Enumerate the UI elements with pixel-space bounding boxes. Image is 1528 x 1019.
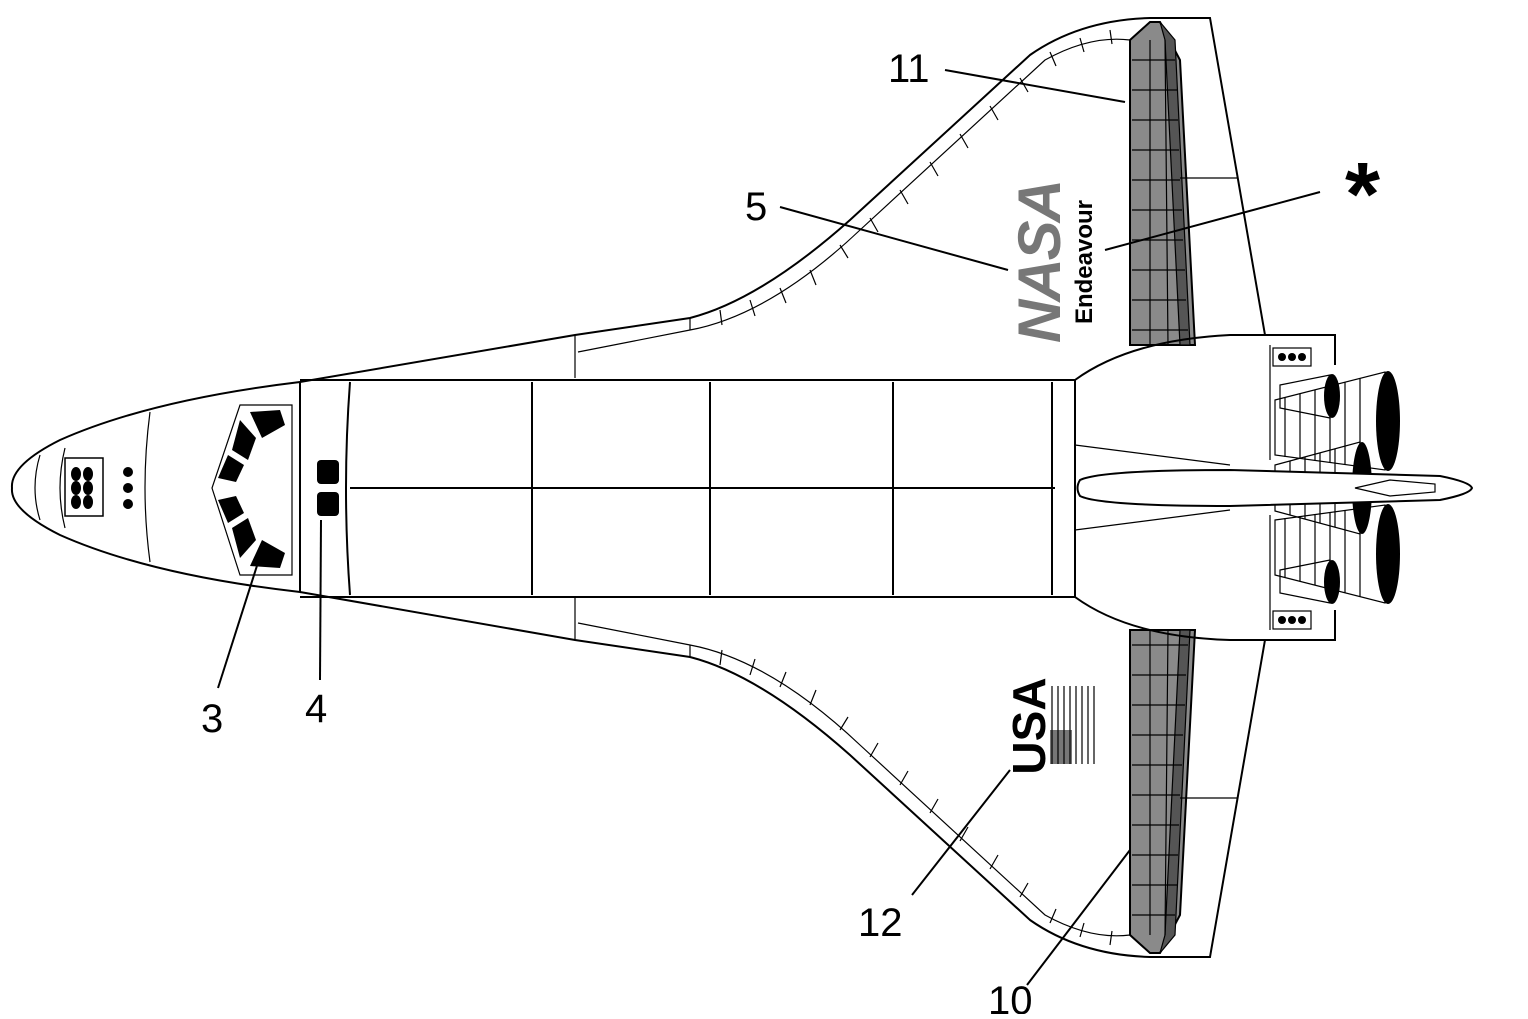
aft-fuselage: [1074, 334, 1336, 641]
callout-10: 10: [988, 979, 1033, 1014]
leader-5: [779, 206, 1009, 271]
callout-star: *: [1345, 145, 1380, 245]
payload-bay-doors: [345, 381, 1055, 596]
callout-4: 4: [305, 687, 327, 731]
oms-pod-lower: [1272, 610, 1312, 630]
ssme-lower: [1274, 504, 1400, 604]
leader-12: [911, 769, 1011, 896]
oms-engine-lower: [1279, 559, 1340, 604]
leader-4: [319, 519, 322, 681]
usa-text: USA: [1003, 677, 1055, 774]
nasa-logo: NASA: [1006, 181, 1073, 343]
leader-3: [217, 549, 263, 689]
callout-11: 11: [888, 47, 930, 91]
lower-elevon: [1129, 629, 1238, 954]
ssme-upper: [1274, 371, 1400, 471]
nasa-logo-text: NASA: [1006, 181, 1073, 343]
cockpit-windows: [211, 404, 293, 576]
overhead-windows: [317, 460, 339, 516]
upper-elevon: [1129, 21, 1238, 346]
leader-11: [944, 69, 1126, 103]
leader-lines: [217, 69, 1321, 986]
orbiter-name: Endeavour: [1071, 200, 1098, 324]
nose-rcs-thrusters: [64, 457, 133, 517]
usa-marking: USA: [1003, 677, 1055, 774]
lower-leading-edge-panels: [689, 645, 1113, 946]
oms-pod-upper: [1272, 347, 1312, 367]
callout-5: 5: [745, 185, 767, 229]
leader-10: [1026, 849, 1131, 986]
callout-labels: 11 5 * 3 4 12 10: [201, 47, 1380, 1019]
vertical-stabilizer: [1076, 468, 1474, 508]
leader-star: [1104, 191, 1321, 251]
fuselage: [10, 379, 1076, 598]
orbiter-name-text: Endeavour: [1071, 200, 1098, 324]
callout-12: 12: [858, 901, 903, 945]
lower-wing: [299, 591, 1335, 958]
callout-3: 3: [201, 697, 223, 741]
us-flag: [1050, 686, 1095, 764]
